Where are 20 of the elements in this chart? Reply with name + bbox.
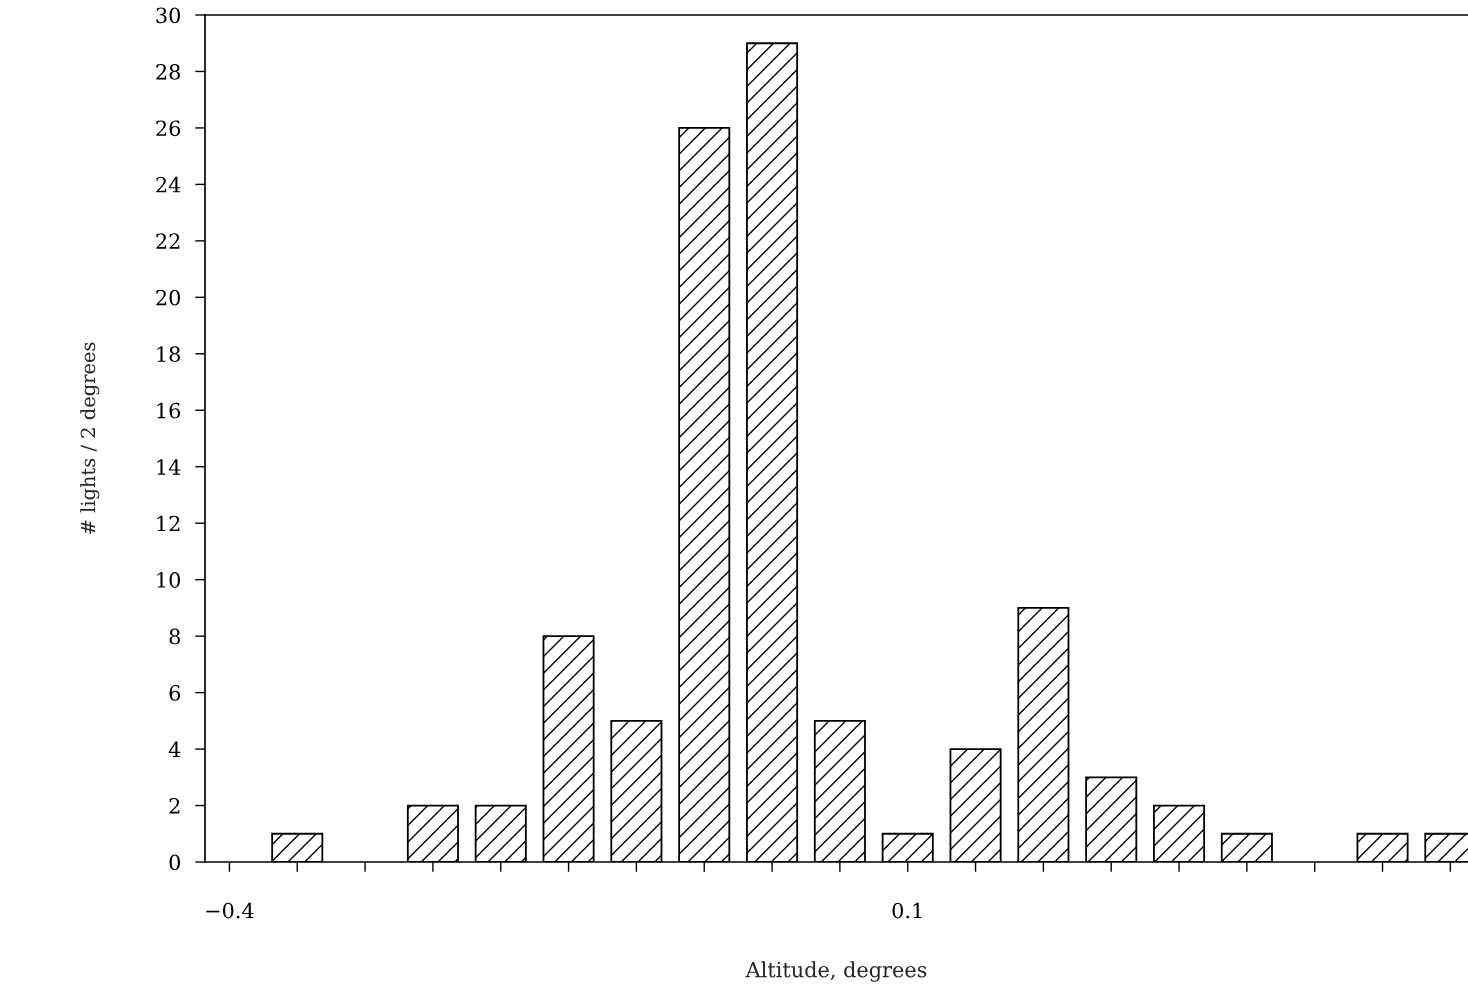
y-tick-label: 30 [156, 7, 181, 24]
y-tick-label: 16 [157, 402, 181, 419]
y-tick-label: 0 [169, 854, 181, 871]
y-tick-label: 18 [157, 346, 180, 363]
y-tick-label: 10 [157, 572, 181, 588]
y-tick-label: 24 [156, 176, 181, 193]
y-tick-label: 8 [169, 628, 180, 645]
x-tick-label: −0.4 [206, 902, 254, 919]
y-tick-label: 2 [169, 797, 180, 814]
y-tick-label: 20 [156, 289, 181, 306]
y-axis-title: # lights / 2 degrees [80, 342, 100, 534]
x-tick-label: 0.1 [892, 902, 922, 919]
x-axis-title: Altitude, degrees [745, 961, 927, 982]
y-tick-label: 4 [168, 741, 181, 757]
y-tick-label: 26 [156, 120, 181, 137]
y-tick-label: 28 [156, 63, 180, 80]
y-tick-label: 22 [156, 233, 180, 249]
y-tick-label: 14 [157, 459, 181, 475]
y-tick-label: 6 [169, 685, 181, 701]
y-tick-label: 12 [157, 515, 180, 532]
